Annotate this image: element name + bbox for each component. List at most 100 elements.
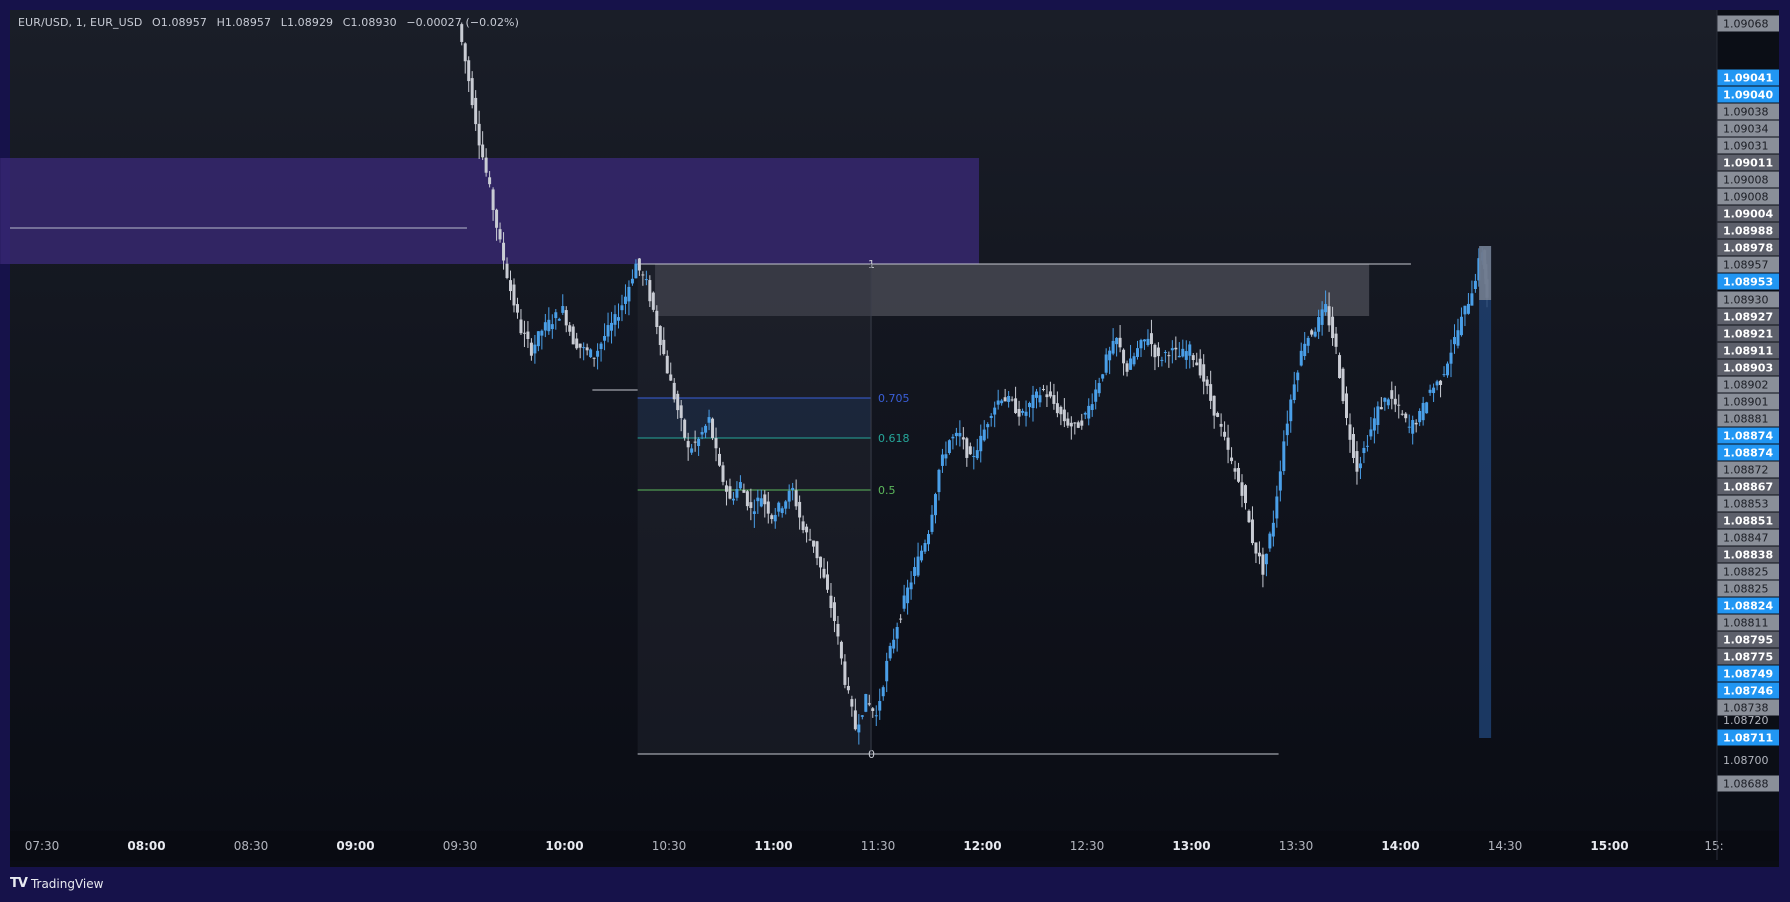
candle[interactable]	[522, 332, 526, 334]
candle[interactable]	[1230, 457, 1234, 462]
candle[interactable]	[860, 715, 864, 717]
candle[interactable]	[714, 438, 718, 449]
candle[interactable]	[1351, 434, 1355, 458]
price-label-box[interactable]	[1717, 461, 1779, 478]
candle[interactable]	[502, 242, 506, 261]
candle[interactable]	[1223, 431, 1227, 437]
candle[interactable]	[1167, 355, 1171, 357]
candle[interactable]	[697, 438, 701, 447]
price-label-box[interactable]	[1717, 682, 1779, 699]
candle[interactable]	[1104, 354, 1108, 373]
candle[interactable]	[1268, 533, 1272, 549]
candle[interactable]	[512, 284, 516, 306]
price-label-box[interactable]	[1717, 580, 1779, 597]
candle[interactable]	[630, 278, 634, 284]
price-label-box[interactable]	[1717, 478, 1779, 495]
candle[interactable]	[1083, 412, 1087, 415]
candle[interactable]	[1136, 348, 1140, 357]
candle[interactable]	[498, 229, 502, 240]
candle[interactable]	[554, 312, 558, 319]
candle[interactable]	[815, 541, 819, 559]
candle[interactable]	[463, 43, 467, 62]
candle[interactable]	[603, 336, 607, 341]
time-axis[interactable]	[10, 831, 1779, 861]
candle[interactable]	[1292, 384, 1296, 400]
candle[interactable]	[1341, 368, 1345, 402]
candle[interactable]	[568, 325, 572, 332]
candle[interactable]	[1435, 381, 1439, 386]
candle[interactable]	[651, 292, 655, 310]
candle[interactable]	[1247, 510, 1251, 523]
candle[interactable]	[1146, 338, 1150, 346]
candle[interactable]	[1028, 403, 1032, 408]
candle[interactable]	[1404, 413, 1408, 419]
candle[interactable]	[773, 514, 777, 522]
price-label-box[interactable]	[1717, 512, 1779, 529]
candle[interactable]	[756, 497, 760, 502]
candle[interactable]	[829, 595, 833, 609]
candle[interactable]	[672, 382, 676, 400]
candle[interactable]	[1108, 350, 1112, 361]
candle[interactable]	[547, 319, 551, 332]
candle[interactable]	[878, 701, 882, 711]
candle[interactable]	[467, 60, 471, 82]
candle[interactable]	[637, 258, 641, 271]
candle[interactable]	[582, 347, 586, 349]
candle[interactable]	[1202, 364, 1206, 382]
candle[interactable]	[738, 482, 742, 489]
candle[interactable]	[1355, 451, 1359, 472]
candle[interactable]	[975, 450, 979, 459]
price-label-box[interactable]	[1717, 546, 1779, 563]
candle[interactable]	[686, 441, 690, 448]
candle[interactable]	[1184, 351, 1188, 360]
candle[interactable]	[1090, 404, 1094, 410]
candle[interactable]	[906, 587, 910, 604]
candle[interactable]	[958, 432, 962, 437]
candle[interactable]	[477, 123, 481, 146]
candle[interactable]	[1313, 331, 1317, 337]
price-label-box[interactable]	[1717, 393, 1779, 410]
candle[interactable]	[1007, 395, 1011, 402]
candle[interactable]	[1163, 352, 1167, 354]
candle[interactable]	[1149, 333, 1153, 345]
candle[interactable]	[529, 342, 533, 356]
candle[interactable]	[1261, 554, 1265, 575]
candle[interactable]	[1372, 418, 1376, 431]
candle[interactable]	[846, 685, 850, 691]
candle[interactable]	[700, 432, 704, 435]
candle[interactable]	[1014, 398, 1018, 414]
candle[interactable]	[474, 97, 478, 125]
candle[interactable]	[801, 521, 805, 531]
candle[interactable]	[662, 339, 666, 355]
candle[interactable]	[557, 318, 561, 321]
candle[interactable]	[690, 448, 694, 453]
candle[interactable]	[857, 724, 861, 733]
candle[interactable]	[1365, 445, 1369, 447]
price-label-box[interactable]	[1717, 120, 1779, 137]
candle[interactable]	[599, 343, 603, 349]
candle[interactable]	[902, 595, 906, 609]
candle[interactable]	[540, 330, 544, 336]
candle[interactable]	[1198, 358, 1202, 376]
candle[interactable]	[1139, 340, 1143, 349]
candle[interactable]	[996, 400, 1000, 405]
candle[interactable]	[1282, 441, 1286, 472]
candle[interactable]	[634, 263, 638, 279]
price-label-box[interactable]	[1717, 325, 1779, 342]
tradingview-brand[interactable]: TV TradingView	[10, 876, 103, 891]
candle[interactable]	[1115, 337, 1119, 345]
candle[interactable]	[982, 429, 986, 441]
candle[interactable]	[933, 494, 937, 516]
candle[interactable]	[1205, 379, 1209, 386]
candle[interactable]	[1132, 356, 1136, 365]
candle[interactable]	[610, 322, 614, 331]
candle[interactable]	[735, 489, 739, 498]
candle[interactable]	[784, 501, 788, 509]
candle[interactable]	[707, 417, 711, 423]
candle[interactable]	[1209, 384, 1213, 401]
candle[interactable]	[616, 317, 620, 321]
candle[interactable]	[1233, 468, 1237, 472]
candle[interactable]	[1446, 363, 1450, 376]
candle[interactable]	[1338, 355, 1342, 379]
candle[interactable]	[1411, 420, 1415, 434]
